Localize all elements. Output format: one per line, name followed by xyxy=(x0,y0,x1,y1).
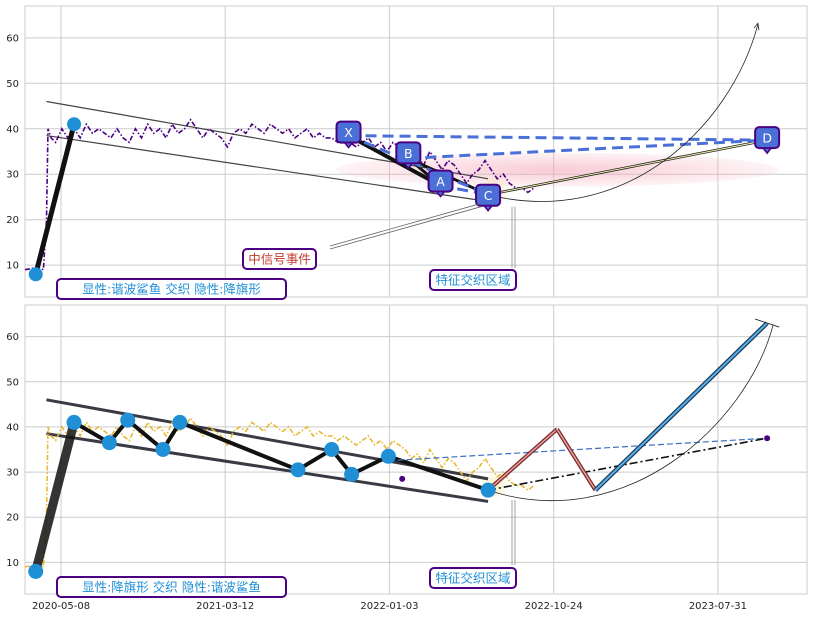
impulse-line xyxy=(33,123,77,275)
interweave-label-box xyxy=(429,567,517,589)
interweave-pointer xyxy=(511,500,516,565)
bottom-pattern-label: 显性:降旗形 交织 隐性:谐波鲨鱼 xyxy=(82,580,261,595)
pivot-point xyxy=(101,435,117,451)
node-a: A xyxy=(436,174,445,189)
pivot-zigzag xyxy=(73,417,489,492)
node-c: C xyxy=(484,188,493,203)
proj-leg-2-inner xyxy=(556,428,597,491)
pivot-point xyxy=(120,412,136,428)
x-axis: 2020-05-08 2021-03-12 2022-01-03 2022-10-24… xyxy=(32,601,747,612)
pivot-point xyxy=(480,482,496,498)
pivot-point xyxy=(380,448,396,464)
signal-arrow xyxy=(329,203,482,250)
pivot-point xyxy=(324,442,340,457)
y-tick-label: 30 xyxy=(6,170,19,181)
pivot-point xyxy=(66,414,82,430)
x-tick-label: 2021-03-12 xyxy=(196,601,254,612)
node-b: B xyxy=(404,146,413,161)
leg-xa xyxy=(347,133,442,188)
pivot-point xyxy=(67,117,82,132)
y-tick-label: 50 xyxy=(6,377,19,388)
panel-frame xyxy=(24,304,808,595)
pivot-point xyxy=(344,466,360,482)
node-b-pointer xyxy=(402,162,414,170)
projection-arrowhead xyxy=(753,22,760,31)
target-dashed xyxy=(388,437,768,462)
channel-lower xyxy=(46,134,489,203)
proj-leg-3-inner xyxy=(594,322,768,491)
bottom-panel: 10 20 30 40 50 60 显性:降旗形 交织 隐性:谐波鲨鱼 特征交织区域 xyxy=(6,304,808,598)
proj-leg-1-inner xyxy=(487,428,558,491)
x-tick-label: 2022-01-03 xyxy=(360,601,418,612)
x-tick-label: 2020-05-08 xyxy=(32,601,90,612)
channel-upper xyxy=(46,100,489,180)
y-tick-label: 20 xyxy=(6,513,19,524)
pivot-point xyxy=(172,414,188,430)
bottom-pattern-label-box xyxy=(56,576,287,598)
top-pattern-label-box xyxy=(56,278,287,300)
pivot-point xyxy=(28,563,44,579)
marker-dot xyxy=(399,475,406,482)
node-d: D xyxy=(762,131,772,146)
leg-cd-inner xyxy=(487,139,768,196)
ratio-xc xyxy=(347,134,489,197)
interweave-pointer xyxy=(511,206,516,268)
y-tick-label: 50 xyxy=(6,79,19,90)
y-tick-label: 40 xyxy=(6,422,19,433)
ratio-xd xyxy=(348,134,768,142)
y-tick-label: 30 xyxy=(6,468,19,479)
x-tick-label: 2023-07-31 xyxy=(689,601,747,612)
node-a-pointer xyxy=(434,190,447,198)
top-panel: 10 20 30 40 50 60 X A B C D 显性:谐波鲨鱼 交织 隐性:降旗形 中信号事件特… xyxy=(6,5,808,300)
signal-event-label: 中信号事件 xyxy=(248,252,311,267)
price-line xyxy=(24,416,535,569)
node-x: X xyxy=(344,125,353,140)
interweave-label: 特征交织区域 xyxy=(435,273,510,288)
x-tick-label: 2022-10-24 xyxy=(525,601,583,612)
y-tick-label: 60 xyxy=(6,332,19,343)
impulse-line xyxy=(31,421,79,573)
ratio-bd xyxy=(408,138,768,160)
pivot-point xyxy=(290,462,306,478)
y-tick-label: 60 xyxy=(6,33,19,44)
target-bracket xyxy=(755,318,780,328)
y-tick-label: 20 xyxy=(6,215,19,226)
panel-frame xyxy=(24,5,808,298)
price-line xyxy=(24,118,535,271)
target-dashdot xyxy=(487,437,768,491)
interweave-label-box xyxy=(429,269,517,291)
signal-event-label-box xyxy=(242,248,317,270)
pivot-point xyxy=(28,267,43,282)
node-c-pointer xyxy=(482,204,494,212)
top-pattern-label: 显性:谐波鲨鱼 交织 隐性:降旗形 xyxy=(82,282,261,297)
interweave-label: 特征交织区域 xyxy=(435,571,510,586)
node-x-pointer xyxy=(342,141,355,149)
projection-curve xyxy=(487,324,774,501)
y-tick-label: 10 xyxy=(6,558,19,569)
channel-lower xyxy=(46,432,489,503)
y-tick-label: 40 xyxy=(6,124,19,135)
target-dot xyxy=(764,435,771,442)
y-tick-label: 10 xyxy=(6,261,19,272)
node-d-pointer xyxy=(761,147,773,155)
pivot-point xyxy=(155,442,171,457)
projection-curve xyxy=(487,24,759,202)
